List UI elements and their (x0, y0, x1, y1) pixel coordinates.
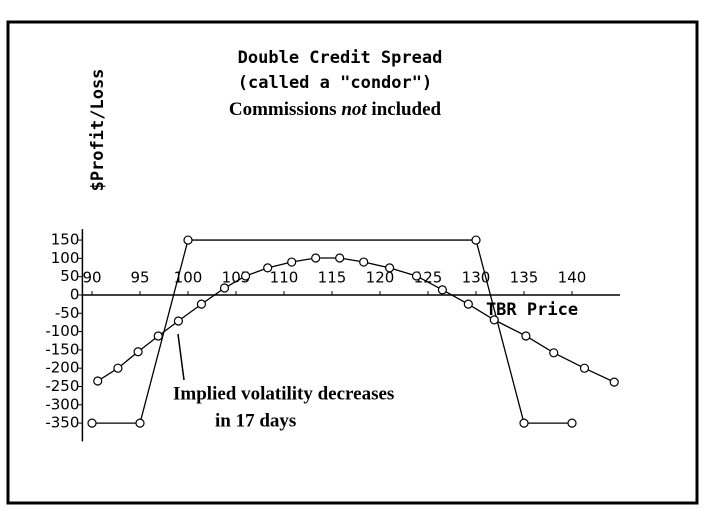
x-tick-label: 110 (270, 268, 299, 286)
x-tick-label: 130 (462, 268, 491, 286)
annotation: in 17 days (215, 410, 296, 431)
y-tick-label: -300 (45, 395, 79, 413)
point (173, 316, 183, 326)
series-line (92, 239, 572, 424)
annotation-leader (177, 333, 185, 381)
point (549, 348, 559, 358)
y-tick-label: -50 (55, 304, 80, 322)
point (471, 235, 481, 245)
x-axis-label: TBR Price (486, 300, 578, 320)
point (93, 376, 103, 386)
x-tick-label: 115 (318, 268, 347, 286)
frame (6, 20, 699, 505)
point (519, 418, 529, 428)
y-tick-label: -200 (45, 359, 79, 377)
y-tick-label: 100 (51, 249, 80, 267)
point (609, 377, 619, 387)
point (219, 283, 230, 293)
point (263, 263, 273, 273)
point (183, 235, 193, 245)
note-text: Commissions (229, 99, 341, 120)
point (113, 363, 123, 373)
y-tick-label: 150 (51, 231, 80, 249)
point (287, 257, 297, 267)
point (411, 271, 422, 281)
chart-title: Double Credit Spread (238, 48, 443, 68)
point (241, 271, 251, 281)
series-line (97, 257, 615, 383)
y-tick-label: -100 (45, 322, 79, 340)
x-tick-label: 90 (82, 268, 101, 286)
y-tick-label: -250 (45, 377, 79, 395)
x-tick-label: 100 (174, 268, 203, 286)
note-emphasis: not (341, 99, 367, 120)
x-tick-label: 125 (414, 268, 443, 286)
point (489, 315, 499, 325)
point (437, 285, 447, 295)
x-tick-label: 95 (130, 268, 149, 286)
point (196, 299, 207, 309)
point (311, 253, 321, 263)
y-tick-label: -150 (45, 340, 79, 358)
point (385, 263, 395, 273)
y-tick-label: -350 (45, 414, 79, 432)
point (359, 257, 369, 267)
note: Commissions not included (229, 99, 442, 120)
y-tick-label: 0 (70, 285, 80, 303)
point (567, 418, 577, 428)
point (133, 347, 143, 357)
point (579, 363, 590, 373)
y-axis-label: $Profit/Loss (88, 69, 108, 192)
y-tick-label: 50 (60, 267, 79, 285)
point (153, 331, 163, 341)
point (521, 331, 531, 341)
point (463, 299, 473, 309)
annotation: Implied volatility decreases (173, 383, 394, 404)
point (335, 253, 345, 263)
x-tick-label: 140 (558, 268, 587, 286)
note-text: included (367, 99, 442, 120)
x-tick-label: 135 (510, 268, 539, 286)
chart-subtitle: (called a "condor") (238, 73, 432, 93)
point (87, 418, 97, 428)
point (135, 418, 145, 428)
x-tick-label: 120 (366, 268, 395, 286)
